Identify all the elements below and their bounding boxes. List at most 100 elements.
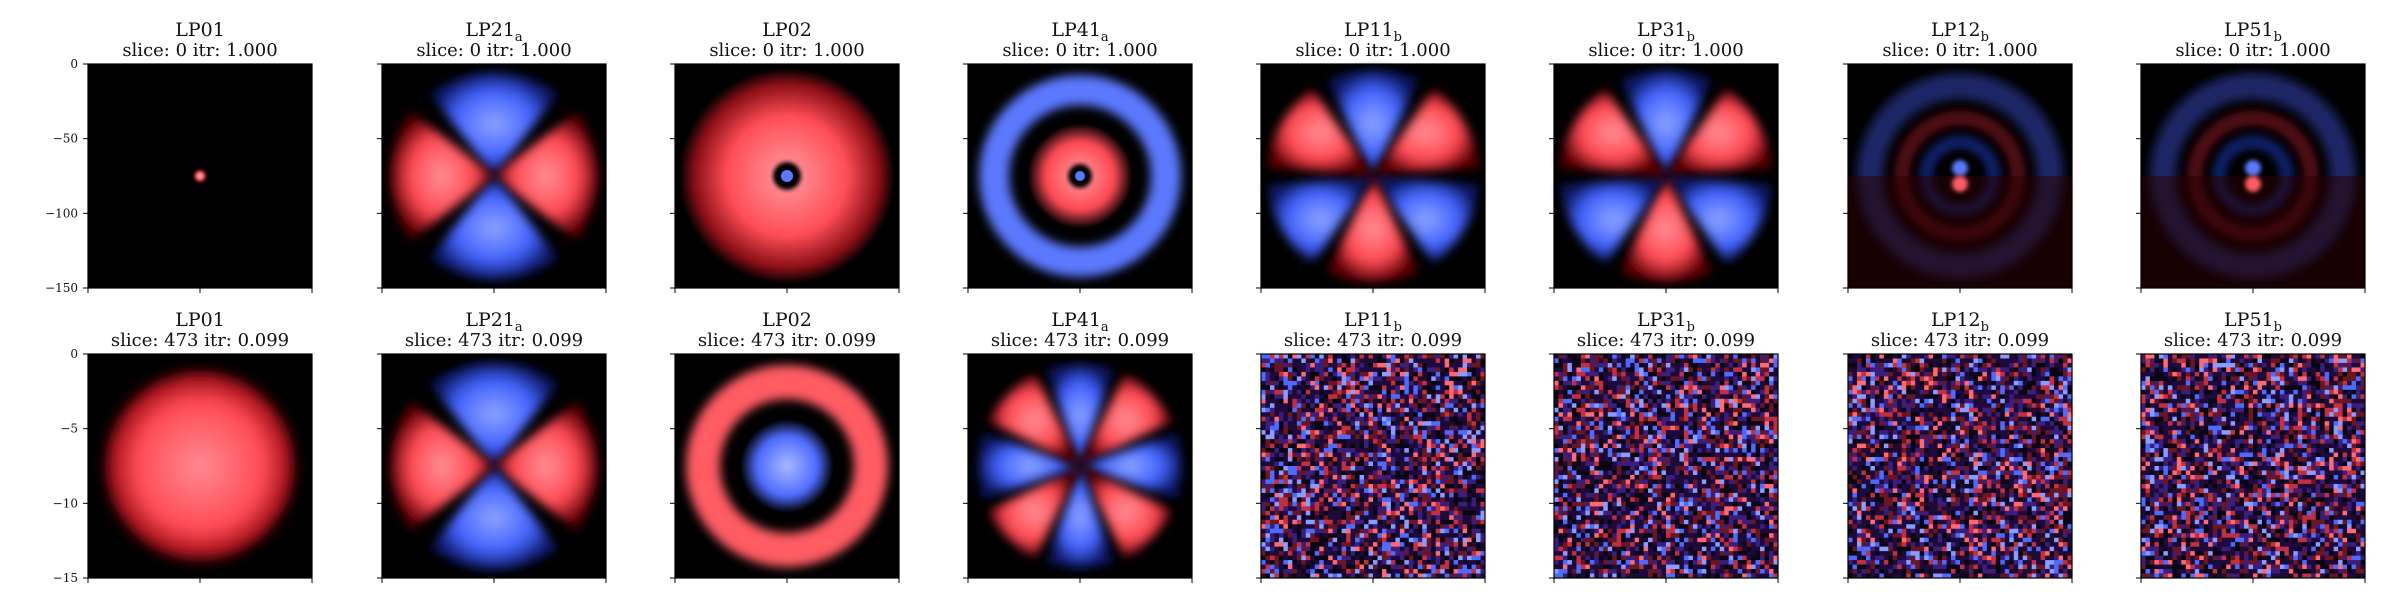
y-tick-label: −5 (60, 422, 78, 436)
y-tick-label: −50 (53, 132, 78, 146)
negative-lobe (1666, 176, 1772, 264)
panel-title: LP12b (1931, 19, 1989, 45)
negative-lobe (1373, 176, 1479, 264)
negative-lobe (977, 432, 1080, 500)
y-tick-label: −15 (53, 571, 78, 585)
panel-title: LP11b (1344, 19, 1402, 45)
dipole-positive (2245, 176, 2261, 192)
mode-name: LP01 (175, 309, 225, 331)
noise-pixels (1848, 354, 2073, 579)
inner-negative-disk (741, 420, 833, 512)
negative-lobe (430, 362, 558, 466)
mode-subscript: a (515, 30, 523, 45)
mode-name: LP12 (1931, 19, 1981, 41)
noise-pixels (1554, 354, 1779, 579)
negative-lobe (1080, 432, 1183, 500)
panel-slice-info: slice: 0 itr: 1.000 (122, 40, 277, 61)
positive-lobe (1620, 176, 1712, 282)
lower-half-tint (1848, 176, 2072, 288)
mode-subscript: b (1687, 320, 1695, 335)
mode-name: LP11 (1344, 19, 1394, 41)
panel-title: LP11b (1344, 309, 1402, 335)
negative-core (1075, 171, 1085, 181)
positive-lobe (390, 112, 494, 240)
negative-core (781, 170, 793, 182)
mode-subscript: a (1101, 30, 1109, 45)
y-tick-label: −100 (45, 206, 78, 220)
mode-subscript: a (1101, 320, 1109, 335)
y-tick-label: 0 (70, 347, 78, 361)
panel-title: LP51b (2224, 309, 2282, 335)
mode-subscript: b (1687, 30, 1695, 45)
panel-slice-info: slice: 473 itr: 0.099 (405, 330, 583, 351)
mode-subscript: b (1394, 320, 1402, 335)
panel-slice-info: slice: 0 itr: 1.000 (1882, 40, 2037, 61)
y-tick-label: 0 (70, 57, 78, 71)
negative-lobe (1267, 176, 1373, 264)
panel-slice-info: slice: 0 itr: 1.000 (1588, 40, 1743, 61)
panel-title: LP01 (175, 19, 225, 41)
panel-slice-info: slice: 473 itr: 0.099 (991, 330, 1169, 351)
panel-title: LP21a (465, 19, 523, 45)
panel-title: LP21a (465, 309, 523, 335)
panel-slice-info: slice: 0 itr: 1.000 (709, 40, 864, 61)
y-tick-label: −10 (53, 496, 78, 510)
panel-slice-info: slice: 473 itr: 0.099 (1284, 330, 1462, 351)
panel-title: LP31b (1637, 19, 1695, 45)
mode-name: LP41 (1051, 309, 1101, 331)
noise-pixels (1261, 354, 1486, 579)
negative-lobe (1327, 69, 1419, 176)
panel-title: LP12b (1931, 309, 1989, 335)
panel-title: LP02 (762, 19, 812, 41)
positive-lobe (1560, 88, 1666, 176)
positive-lobe (494, 402, 598, 530)
mode-name: LP51 (2224, 19, 2274, 41)
positive-lobe (988, 374, 1080, 466)
positive-lobe (1080, 374, 1172, 466)
mode-name: LP12 (1931, 309, 1981, 331)
mode-subscript: b (1981, 30, 1989, 45)
panel-slice-info: slice: 0 itr: 1.000 (1295, 40, 1450, 61)
mode-name: LP01 (175, 19, 225, 41)
negative-lobe (1046, 364, 1114, 466)
positive-lobe (1080, 466, 1172, 558)
positive-lobe (988, 466, 1080, 558)
gaussian-spot (96, 362, 304, 570)
panel-slice-info: slice: 473 itr: 0.099 (1577, 330, 1755, 351)
panel-title: LP51b (2224, 19, 2282, 45)
mode-name: LP31 (1637, 309, 1687, 331)
mode-subscript: b (2274, 30, 2282, 45)
negative-lobe (430, 72, 558, 176)
mode-subscript: a (515, 320, 523, 335)
positive-lobe (390, 402, 494, 530)
mode-name: LP02 (762, 19, 812, 41)
panel-slice-info: slice: 473 itr: 0.099 (698, 330, 876, 351)
outer-negative-ring (979, 75, 1181, 277)
mode-name: LP11 (1344, 309, 1394, 331)
negative-lobe (1620, 69, 1712, 176)
panel-title: LP41a (1051, 309, 1109, 335)
positive-lobe (494, 112, 598, 240)
mode-subscript: b (1981, 320, 1989, 335)
mode-name: LP02 (762, 309, 812, 331)
positive-lobe (1373, 88, 1479, 176)
mode-name: LP21 (465, 19, 515, 41)
positive-lobe (1666, 88, 1772, 176)
outer-positive-ring (686, 365, 888, 567)
panel-slice-info: slice: 0 itr: 1.000 (2175, 40, 2330, 61)
negative-lobe (1560, 176, 1666, 264)
panel-title: LP02 (762, 309, 812, 331)
